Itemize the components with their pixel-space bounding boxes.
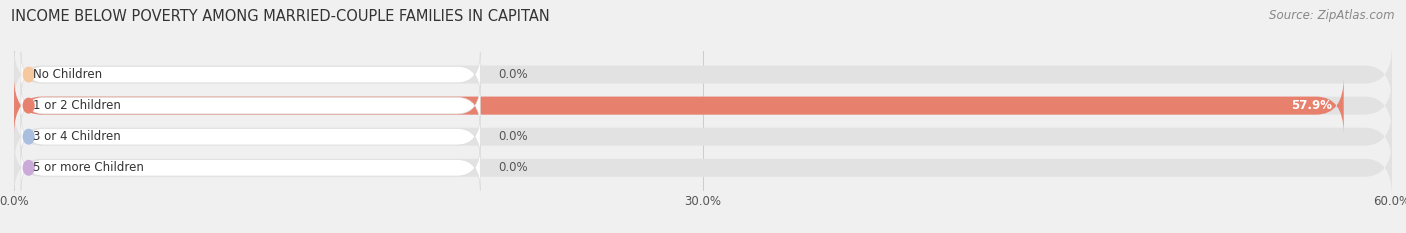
Text: 57.9%: 57.9%: [1291, 99, 1333, 112]
Text: 0.0%: 0.0%: [499, 68, 529, 81]
Text: Source: ZipAtlas.com: Source: ZipAtlas.com: [1270, 9, 1395, 22]
Text: No Children: No Children: [32, 68, 101, 81]
Text: 5 or more Children: 5 or more Children: [32, 161, 143, 174]
FancyBboxPatch shape: [21, 83, 481, 128]
Text: INCOME BELOW POVERTY AMONG MARRIED-COUPLE FAMILIES IN CAPITAN: INCOME BELOW POVERTY AMONG MARRIED-COUPL…: [11, 9, 550, 24]
Text: 1 or 2 Children: 1 or 2 Children: [32, 99, 121, 112]
Circle shape: [24, 67, 34, 82]
Text: 0.0%: 0.0%: [499, 161, 529, 174]
FancyBboxPatch shape: [14, 140, 1392, 196]
FancyBboxPatch shape: [14, 77, 1344, 134]
FancyBboxPatch shape: [21, 145, 481, 191]
FancyBboxPatch shape: [21, 114, 481, 159]
FancyBboxPatch shape: [14, 77, 1392, 134]
FancyBboxPatch shape: [21, 52, 481, 97]
Circle shape: [24, 161, 34, 175]
Circle shape: [24, 129, 34, 144]
FancyBboxPatch shape: [14, 108, 1392, 165]
Circle shape: [24, 98, 34, 113]
Text: 3 or 4 Children: 3 or 4 Children: [32, 130, 121, 143]
FancyBboxPatch shape: [14, 46, 1392, 103]
Text: 0.0%: 0.0%: [499, 130, 529, 143]
